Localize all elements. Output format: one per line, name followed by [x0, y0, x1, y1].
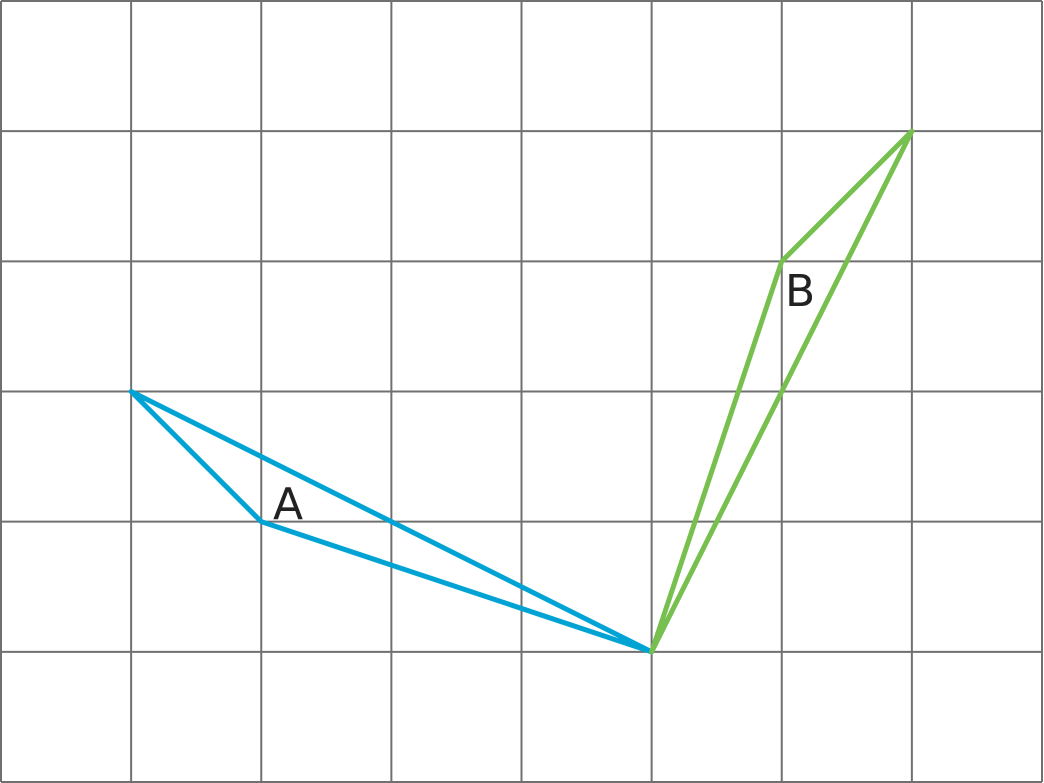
triangle-b-label: B	[785, 266, 815, 317]
triangle-b	[649, 128, 915, 655]
triangle-a	[128, 389, 655, 655]
shapes	[128, 128, 915, 655]
triangle-a-label: A	[273, 479, 303, 530]
